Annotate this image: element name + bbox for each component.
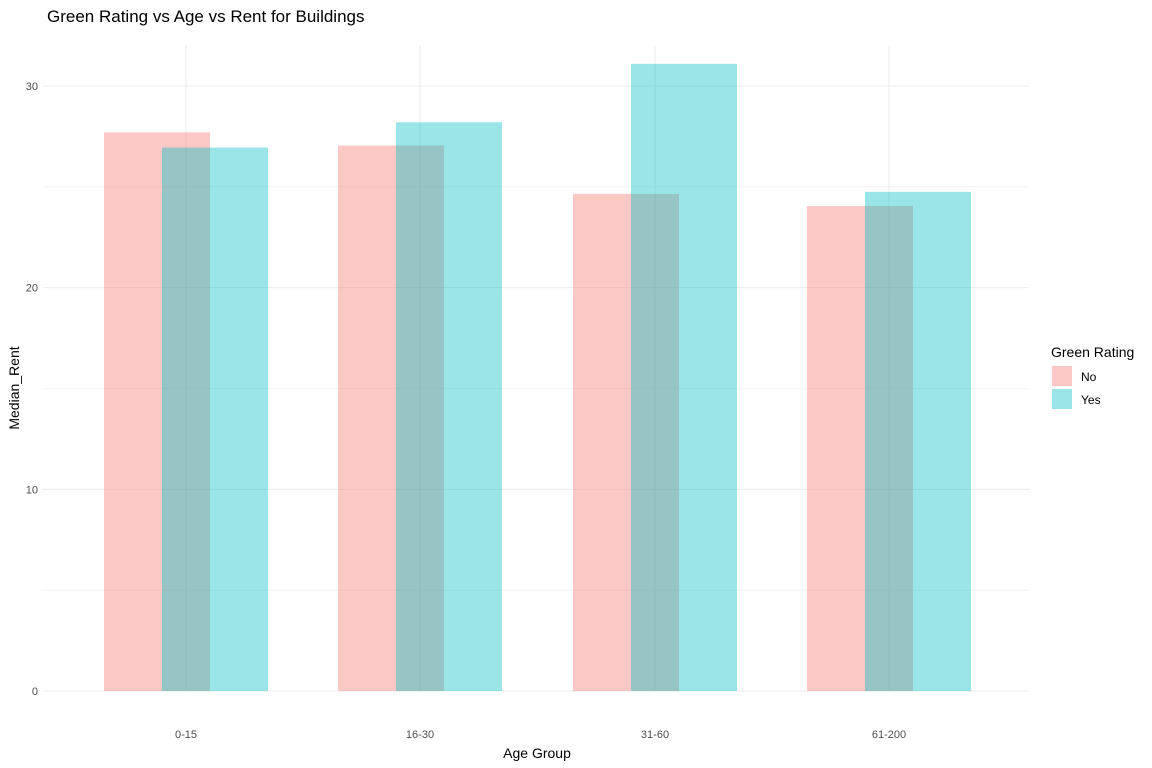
x-tick-label: 31-60 — [641, 729, 669, 741]
x-tick-label: 16-30 — [406, 729, 434, 741]
y-tick-label: 0 — [32, 686, 38, 698]
legend-title: Green Rating — [1051, 344, 1134, 360]
bar-no-31-60 — [573, 193, 679, 691]
y-tick-label: 10 — [26, 484, 38, 496]
legend-key-no — [1052, 366, 1072, 386]
bar-yes-16-30 — [396, 122, 502, 692]
bar-yes-31-60 — [631, 63, 737, 692]
bar-yes-0-15 — [162, 147, 268, 692]
bar-no-61-200 — [807, 205, 913, 691]
bar-no-16-30 — [338, 145, 444, 691]
legend-label-yes: Yes — [1081, 393, 1101, 407]
y-tick-label: 20 — [26, 283, 38, 295]
y-axis-label: Median_Rent — [6, 346, 22, 429]
bars — [104, 63, 971, 692]
x-axis-label: Age Group — [503, 745, 571, 761]
legend-label-no: No — [1081, 370, 1097, 384]
y-axis-ticks: 0 10 20 30 — [26, 81, 38, 698]
grid — [43, 45, 1029, 692]
legend-key-yes — [1052, 389, 1072, 409]
x-tick-label: 61-200 — [872, 729, 906, 741]
legend: Green Rating No Yes — [1051, 344, 1134, 409]
chart-title: Green Rating vs Age vs Rent for Building… — [47, 7, 365, 26]
bar-no-0-15 — [104, 132, 210, 692]
x-tick-label: 0-15 — [175, 729, 197, 741]
x-axis-ticks: 0-15 16-30 31-60 61-200 — [175, 729, 906, 741]
y-tick-label: 30 — [26, 81, 38, 93]
bar-yes-61-200 — [865, 191, 971, 691]
